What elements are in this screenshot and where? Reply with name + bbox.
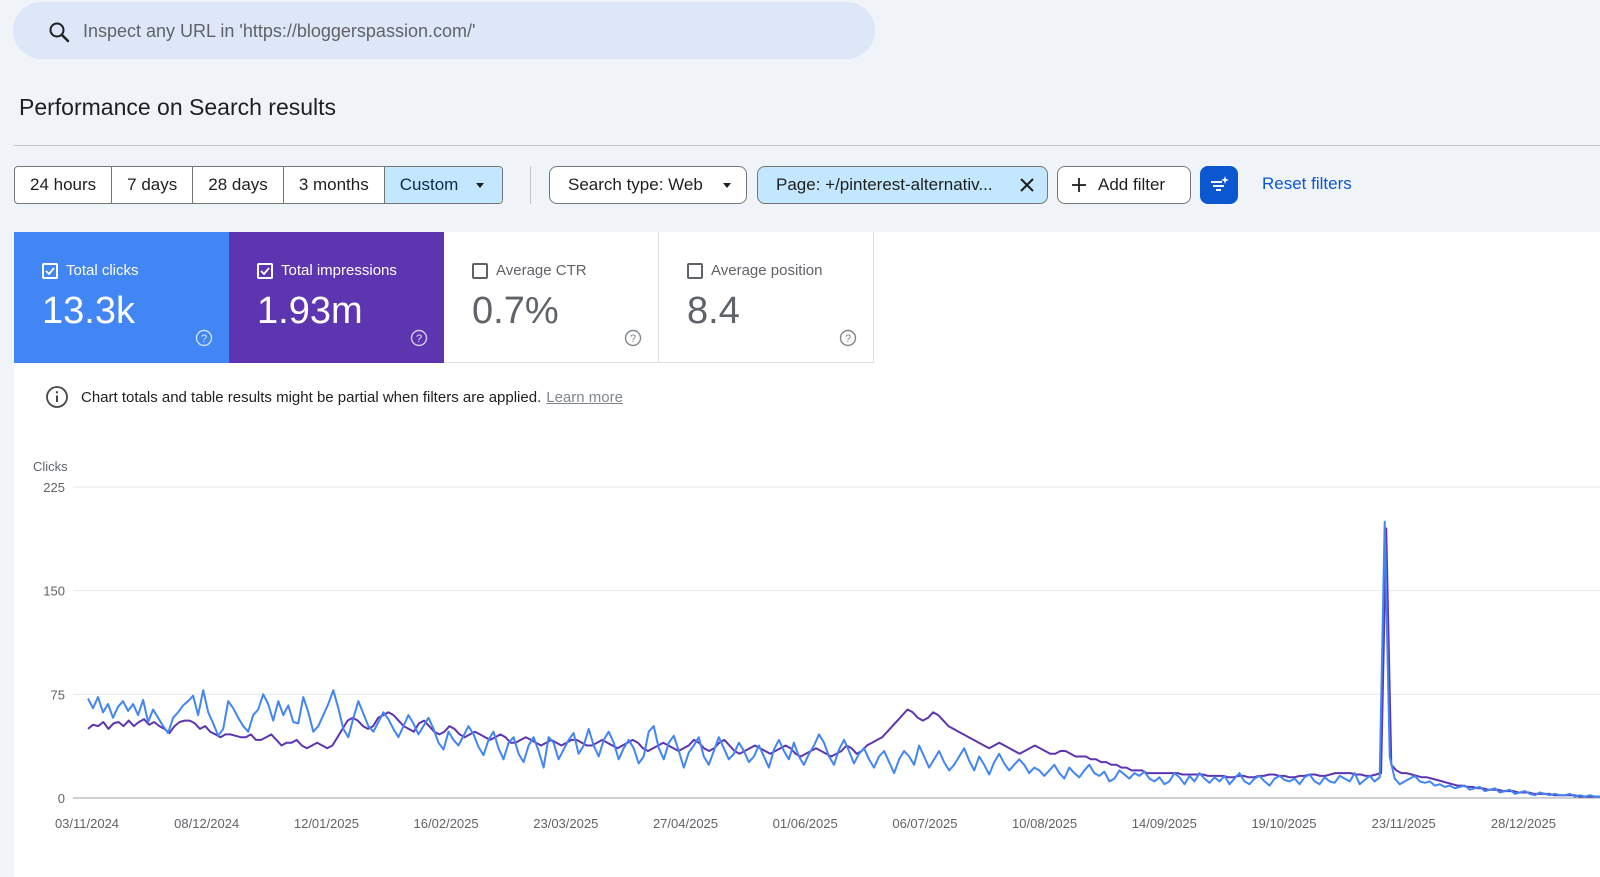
y-tick-label: 225	[43, 480, 65, 495]
x-tick-label: 08/12/2024	[174, 816, 239, 831]
url-inspection-input[interactable]	[83, 12, 843, 50]
x-tick-label: 16/02/2025	[414, 816, 479, 831]
svg-text:?: ?	[201, 333, 207, 345]
plus-icon	[1072, 178, 1086, 192]
help-icon[interactable]: ?	[195, 329, 213, 347]
metric-average-position[interactable]: Average position 8.4 ?	[659, 232, 874, 363]
learn-more-link[interactable]: Learn more	[546, 388, 623, 406]
svg-text:?: ?	[630, 333, 636, 345]
metric-label: Average CTR	[496, 262, 587, 279]
x-tick-label: 27/04/2025	[653, 816, 718, 831]
date-range-selector: 24 hours 7 days 28 days 3 months Custom	[14, 166, 504, 204]
x-tick-label: 12/01/2025	[294, 816, 359, 831]
x-tick-label: 19/10/2025	[1251, 816, 1316, 831]
page-filter-label: Page: +/pinterest-alternativ...	[776, 175, 993, 194]
ai-filter-button[interactable]	[1200, 166, 1238, 204]
y-tick-label: 0	[58, 791, 65, 806]
search-type-filter[interactable]: Search type: Web	[549, 166, 747, 204]
checkbox-checked[interactable]	[42, 263, 58, 279]
metric-value: 1.93m	[257, 290, 363, 332]
x-tick-label: 10/08/2025	[1012, 816, 1077, 831]
x-tick-label: 03/11/2024	[55, 816, 119, 831]
svg-text:?: ?	[416, 333, 422, 345]
metric-total-clicks[interactable]: Total clicks 13.3k ?	[14, 232, 229, 363]
metric-label: Total impressions	[281, 262, 397, 279]
metric-value: 0.7%	[472, 290, 559, 332]
series-line-impressions	[87, 527, 1600, 798]
checkbox-unchecked[interactable]	[472, 263, 488, 279]
series-line-clicks	[87, 520, 1600, 798]
reset-filters-link[interactable]: Reset filters	[1262, 174, 1352, 193]
divider	[530, 166, 531, 204]
date-option-3-months[interactable]: 3 months	[284, 167, 385, 203]
date-option-7-days[interactable]: 7 days	[112, 167, 194, 203]
checkbox-unchecked[interactable]	[687, 263, 703, 279]
add-filter-button[interactable]: Add filter	[1057, 166, 1191, 204]
divider	[14, 145, 1600, 146]
search-icon	[49, 22, 70, 43]
x-tick-label: 06/07/2025	[892, 816, 957, 831]
metric-label: Total clicks	[66, 262, 139, 279]
date-option-custom[interactable]: Custom	[384, 167, 503, 203]
page-filter-chip[interactable]: Page: +/pinterest-alternativ...	[757, 166, 1048, 204]
date-option-custom-label: Custom	[399, 175, 459, 194]
x-tick-label: 23/03/2025	[533, 816, 598, 831]
y-tick-label: 75	[51, 687, 65, 702]
info-icon	[46, 386, 68, 408]
sparkle-filter-icon	[1211, 176, 1229, 191]
add-filter-label: Add filter	[1098, 175, 1166, 194]
x-tick-label: 01/06/2025	[773, 816, 838, 831]
chevron-down-icon	[722, 182, 731, 188]
partial-data-notice: Chart totals and table results might be …	[45, 385, 623, 409]
x-tick-label: 23/11/2025	[1372, 816, 1436, 831]
performance-card: Total clicks 13.3k ? Total impressions 1…	[14, 232, 1600, 877]
search-type-label: Search type: Web	[568, 175, 703, 194]
x-tick-label: 28/12/2025	[1491, 816, 1556, 831]
date-option-24-hours[interactable]: 24 hours	[15, 167, 113, 203]
page-title: Performance on Search results	[19, 94, 337, 120]
y-axis-label: Clicks	[33, 459, 68, 474]
checkbox-checked[interactable]	[257, 263, 273, 279]
help-icon[interactable]: ?	[410, 329, 428, 347]
url-inspection-bar[interactable]	[13, 2, 875, 59]
metric-value: 8.4	[687, 290, 740, 332]
x-tick-label: 14/09/2025	[1132, 816, 1197, 831]
help-icon[interactable]: ?	[839, 329, 857, 347]
chevron-down-icon	[476, 182, 485, 188]
close-icon[interactable]	[1019, 177, 1035, 193]
date-option-28-days[interactable]: 28 days	[193, 167, 284, 203]
metric-label: Average position	[711, 262, 823, 279]
metric-total-impressions[interactable]: Total impressions 1.93m ?	[229, 232, 444, 363]
metric-average-ctr[interactable]: Average CTR 0.7% ?	[444, 232, 659, 363]
svg-text:?: ?	[845, 333, 851, 345]
y-tick-label: 150	[43, 584, 65, 599]
help-icon[interactable]: ?	[624, 329, 642, 347]
notice-text: Chart totals and table results might be …	[81, 388, 542, 406]
metric-value: 13.3k	[42, 290, 135, 332]
clicks-impressions-chart: Clicks 225 150 75 0 03/11/2024 08/12/2024 12/01…	[33, 459, 1600, 831]
